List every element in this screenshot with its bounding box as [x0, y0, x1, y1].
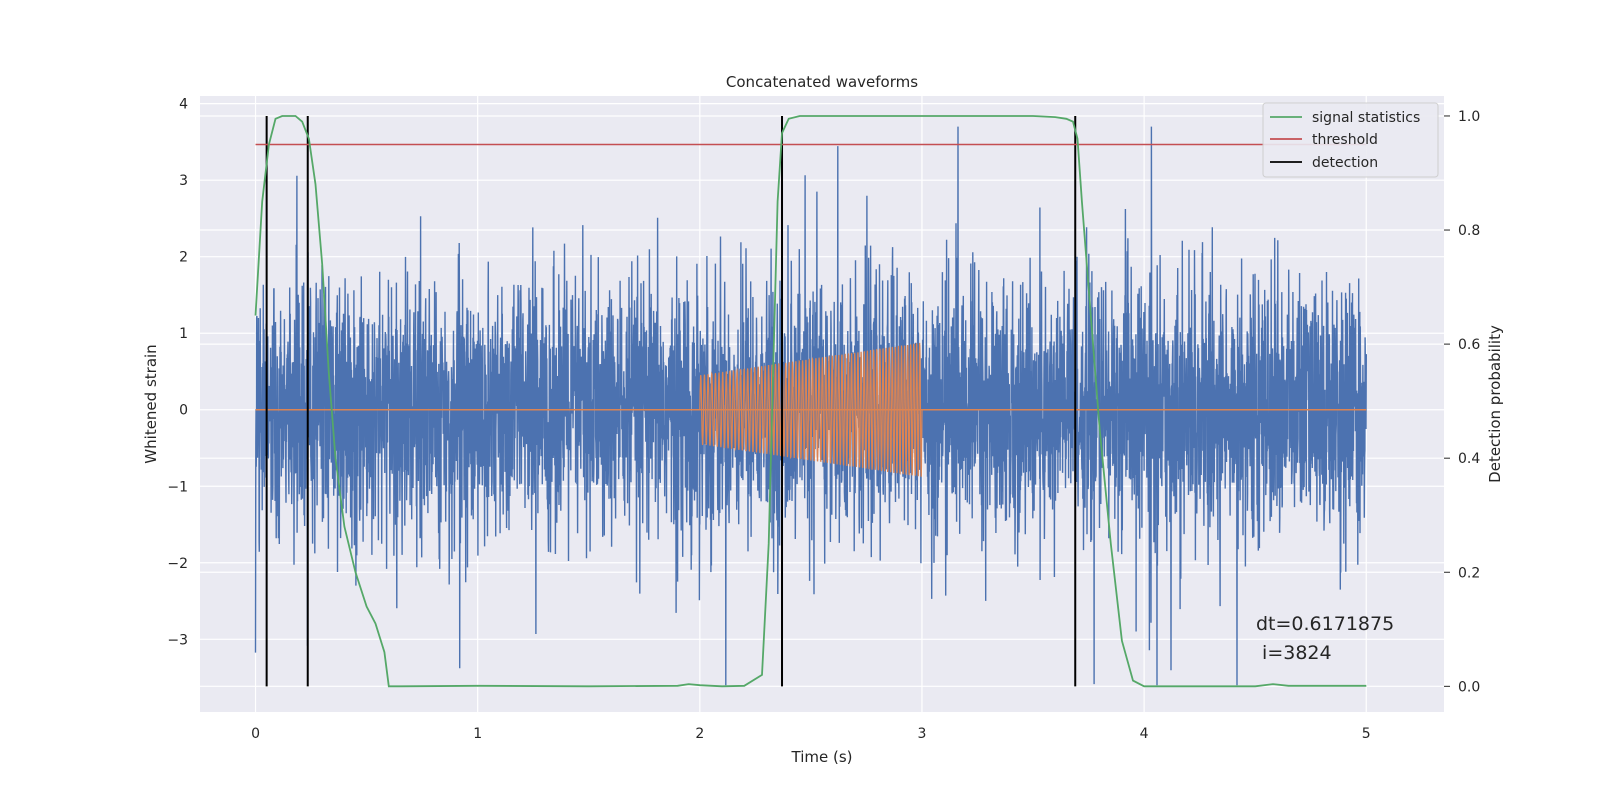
legend-label-threshold: threshold	[1312, 132, 1378, 148]
right-y-tick-label: 1.0	[1458, 109, 1480, 125]
x-tick-label: 0	[251, 726, 260, 742]
left-y-tick-label: 1	[179, 326, 188, 342]
legend-label-signal-statistics: signal statistics	[1312, 110, 1420, 126]
annotation-dt: dt=0.6171875	[1256, 613, 1394, 635]
right-y-tick-label: 0.8	[1458, 223, 1480, 239]
right-y-tick-label: 0.2	[1458, 565, 1480, 581]
right-y-axis-ticks: 0.0 0.2 0.4 0.6 0.8 1.0	[1444, 109, 1480, 695]
left-y-tick-label: 3	[179, 173, 188, 189]
left-y-tick-label: −2	[167, 556, 188, 572]
x-tick-label: 5	[1362, 726, 1371, 742]
right-y-axis-label: Detection probability	[1486, 325, 1504, 483]
x-tick-label: 2	[695, 726, 704, 742]
left-y-tick-label: 0	[179, 403, 188, 419]
legend-box	[1262, 102, 1439, 178]
signal-statistics-line	[254, 115, 1367, 688]
x-tick-label: 4	[1140, 726, 1149, 742]
detection-lines	[265, 115, 1077, 687]
left-y-axis-ticks: −3 −2 −1 0 1 2 3 4	[167, 97, 188, 649]
x-tick-label: 1	[473, 726, 482, 742]
right-y-tick-label: 0.4	[1458, 451, 1480, 467]
right-y-tick-label: 0.0	[1458, 679, 1480, 695]
x-axis-ticks: 0 1 2 3 4 5	[251, 726, 1371, 742]
left-y-tick-label: 2	[179, 250, 188, 266]
annotation-index: i=3824	[1256, 642, 1332, 664]
chart-title: Concatenated waveforms	[726, 73, 918, 91]
left-y-tick-label: −1	[167, 479, 188, 495]
chirp-series-line	[699, 342, 923, 477]
x-tick-label: 3	[918, 726, 927, 742]
left-y-tick-label: −3	[167, 632, 188, 648]
x-axis-label: Time (s)	[791, 748, 853, 766]
right-y-tick-label: 0.6	[1458, 337, 1480, 353]
left-y-axis-label: Whitened strain	[142, 344, 160, 463]
legend-label-detection: detection	[1312, 155, 1378, 171]
left-y-tick-label: 4	[179, 97, 188, 113]
legend: signal statistics threshold detection	[1262, 102, 1439, 178]
